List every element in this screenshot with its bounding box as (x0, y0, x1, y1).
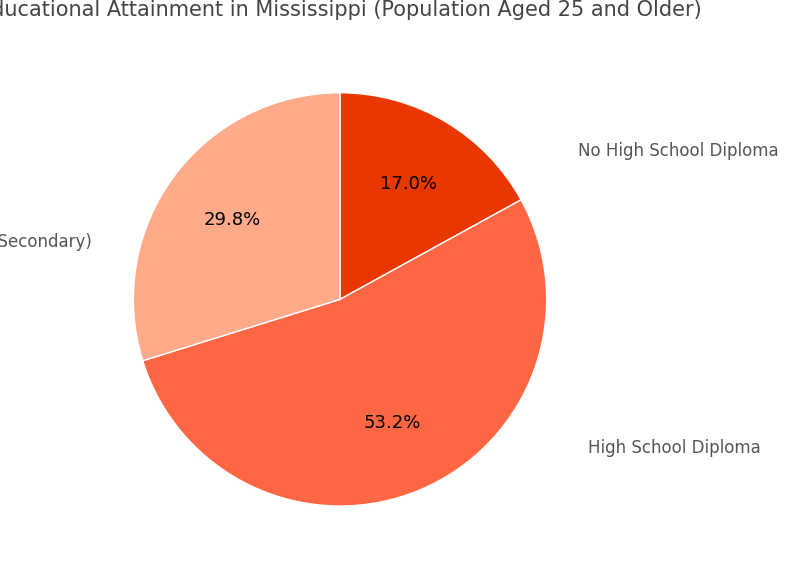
Wedge shape (142, 200, 546, 506)
Title: Educational Attainment in Mississippi (Population Aged 25 and Older): Educational Attainment in Mississippi (P… (0, 0, 702, 20)
Text: High School Diploma: High School Diploma (588, 439, 761, 457)
Text: Higher Degree (Post-Secondary): Higher Degree (Post-Secondary) (0, 232, 92, 251)
Text: No High School Diploma: No High School Diploma (578, 141, 778, 160)
Text: 29.8%: 29.8% (203, 211, 261, 229)
Wedge shape (134, 93, 340, 361)
Wedge shape (340, 93, 521, 299)
Text: 17.0%: 17.0% (380, 175, 437, 193)
Text: 53.2%: 53.2% (364, 414, 422, 432)
